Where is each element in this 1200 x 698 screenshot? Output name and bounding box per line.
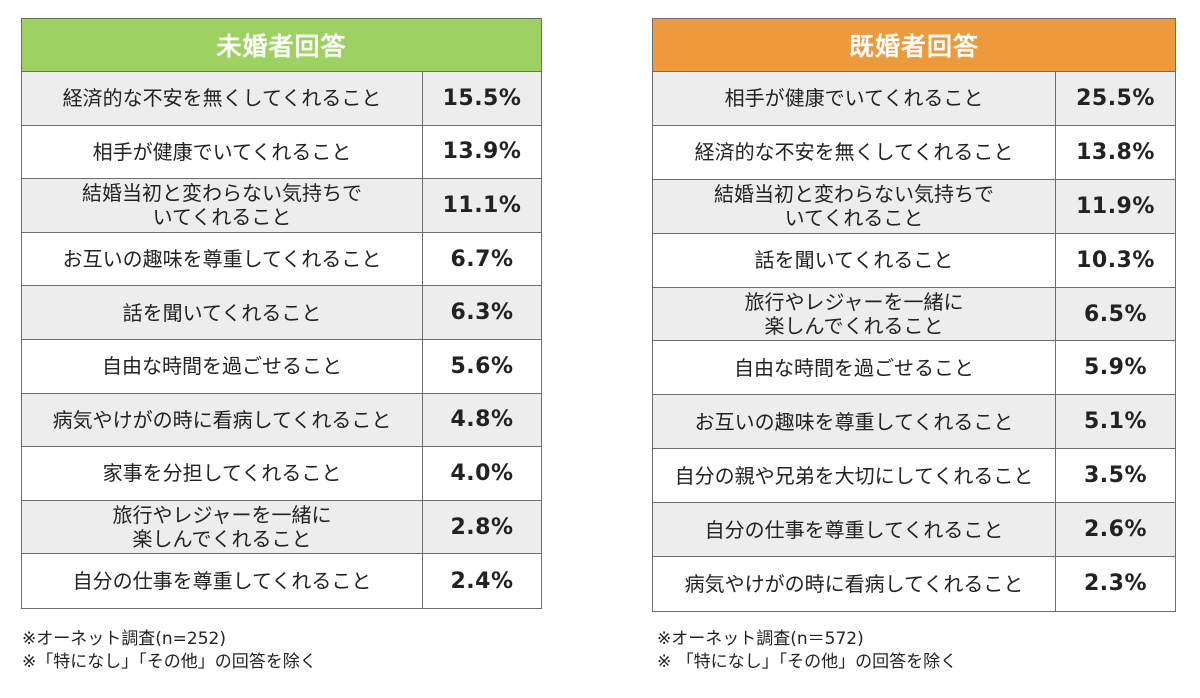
row-value: 2.8% bbox=[450, 514, 514, 540]
table-row: 話を聞いてくれること 10.3% bbox=[653, 233, 1175, 288]
row-value: 5.9% bbox=[1083, 355, 1147, 381]
row-label: 自分の仕事を尊重してくれること bbox=[22, 554, 423, 608]
unmarried-rows: 経済的な不安を無くしてくれること 15.5% 相手が健康でいてくれること 13.9% 結… bbox=[22, 72, 541, 608]
row-label: 旅行やレジャーを一緒に 楽しんでくれること bbox=[653, 287, 1056, 341]
table-row: 結婚当初と変わらない気持ちで いてくれること 11.9% bbox=[653, 179, 1175, 234]
row-value: 2.6% bbox=[1083, 517, 1147, 543]
table-row: 自分の親や兄弟を大切にしてくれること 3.5% bbox=[653, 449, 1175, 504]
row-value: 4.8% bbox=[450, 407, 514, 433]
unmarried-table: 未婚者回答 経済的な不安を無くしてくれること 15.5% 相手が健康でいてくれること… bbox=[21, 18, 542, 609]
row-value: 6.5% bbox=[1083, 301, 1147, 327]
row-value: 2.3% bbox=[1083, 571, 1147, 597]
row-label: 結婚当初と変わらない気持ちで いてくれること bbox=[653, 179, 1056, 233]
row-value: 5.6% bbox=[450, 353, 514, 379]
row-label: 旅行やレジャーを一緒に 楽しんでくれること bbox=[22, 500, 423, 554]
table-row: 相手が健康でいてくれること 25.5% bbox=[653, 72, 1175, 126]
row-label: 相手が健康でいてくれること bbox=[653, 72, 1056, 125]
table-row: お互いの趣味を尊重してくれること 5.1% bbox=[653, 395, 1175, 450]
row-value: 10.3% bbox=[1076, 247, 1155, 273]
table-row: 経済的な不安を無くしてくれること 13.8% bbox=[653, 125, 1175, 180]
row-value: 11.9% bbox=[1076, 193, 1155, 219]
table-row: 自由な時間を過ごせること 5.9% bbox=[653, 341, 1175, 396]
married-note-exclusion: ※ 「特になし」「その他」の回答を除く bbox=[657, 652, 958, 672]
row-label: 結婚当初と変わらない気持ちで いてくれること bbox=[22, 179, 423, 232]
table-row: 話を聞いてくれること 6.3% bbox=[22, 286, 541, 340]
row-label: 自由な時間を過ごせること bbox=[22, 339, 423, 393]
row-label: 自分の仕事を尊重してくれること bbox=[653, 503, 1056, 557]
married-note-survey: ※オーネット調査(n＝572) bbox=[657, 629, 864, 649]
row-label: 病気やけがの時に看病してくれること bbox=[22, 393, 423, 447]
married-table-title: 既婚者回答 bbox=[653, 19, 1175, 72]
unmarried-notes: ※オーネット調査(n=252) ※「特になし」「その他」の回答を除く bbox=[22, 628, 317, 674]
unmarried-table-title: 未婚者回答 bbox=[22, 19, 541, 72]
row-value: 6.7% bbox=[450, 246, 514, 272]
row-label: 話を聞いてくれること bbox=[653, 233, 1056, 287]
table-row: 旅行やレジャーを一緒に 楽しんでくれること 6.5% bbox=[653, 287, 1175, 342]
table-row: 自分の仕事を尊重してくれること 2.6% bbox=[653, 503, 1175, 558]
row-value: 13.9% bbox=[442, 139, 522, 165]
row-label: 病気やけがの時に看病してくれること bbox=[653, 557, 1056, 611]
row-label: 相手が健康でいてくれること bbox=[22, 125, 423, 179]
married-rows: 相手が健康でいてくれること 25.5% 経済的な不安を無くしてくれること 13.8% 結… bbox=[653, 72, 1175, 611]
row-label: お互いの趣味を尊重してくれること bbox=[653, 395, 1056, 449]
table-row: 経済的な不安を無くしてくれること 15.5% bbox=[22, 72, 541, 126]
table-row: 旅行やレジャーを一緒に 楽しんでくれること 2.8% bbox=[22, 500, 541, 555]
row-label: 家事を分担してくれること bbox=[22, 447, 423, 500]
row-value: 4.0% bbox=[450, 460, 514, 486]
table-row: お互いの趣味を尊重してくれること 6.7% bbox=[22, 232, 541, 287]
row-label: お互いの趣味を尊重してくれること bbox=[22, 232, 423, 286]
table-row: 自分の仕事を尊重してくれること 2.4% bbox=[22, 554, 541, 608]
table-row: 結婚当初と変わらない気持ちで いてくれること 11.1% bbox=[22, 179, 541, 233]
unmarried-note-survey: ※オーネット調査(n=252) bbox=[22, 629, 226, 649]
table-row: 相手が健康でいてくれること 13.9% bbox=[22, 125, 541, 180]
row-label: 経済的な不安を無くしてくれること bbox=[653, 125, 1056, 179]
unmarried-note-exclusion: ※「特になし」「その他」の回答を除く bbox=[22, 652, 317, 672]
table-row: 病気やけがの時に看病してくれること 2.3% bbox=[653, 557, 1175, 611]
row-value: 15.5% bbox=[442, 85, 522, 111]
row-value: 25.5% bbox=[1076, 85, 1155, 111]
table-row: 家事を分担してくれること 4.0% bbox=[22, 447, 541, 501]
row-value: 5.1% bbox=[1083, 409, 1147, 435]
table-row: 病気やけがの時に看病してくれること 4.8% bbox=[22, 393, 541, 448]
row-label: 経済的な不安を無くしてくれること bbox=[22, 72, 423, 125]
row-value: 6.3% bbox=[450, 300, 514, 326]
row-value: 11.1% bbox=[442, 192, 522, 218]
row-value: 13.8% bbox=[1076, 139, 1155, 165]
row-label: 話を聞いてくれること bbox=[22, 286, 423, 339]
table-row: 自由な時間を過ごせること 5.6% bbox=[22, 339, 541, 394]
married-notes: ※オーネット調査(n＝572) ※ 「特になし」「その他」の回答を除く bbox=[657, 628, 957, 674]
row-label: 自由な時間を過ごせること bbox=[653, 341, 1056, 395]
row-value: 3.5% bbox=[1083, 463, 1147, 489]
row-value: 2.4% bbox=[450, 568, 514, 594]
row-label: 自分の親や兄弟を大切にしてくれること bbox=[653, 449, 1056, 503]
married-table: 既婚者回答 相手が健康でいてくれること 25.5% 経済的な不安を無くしてくれること… bbox=[652, 18, 1176, 612]
